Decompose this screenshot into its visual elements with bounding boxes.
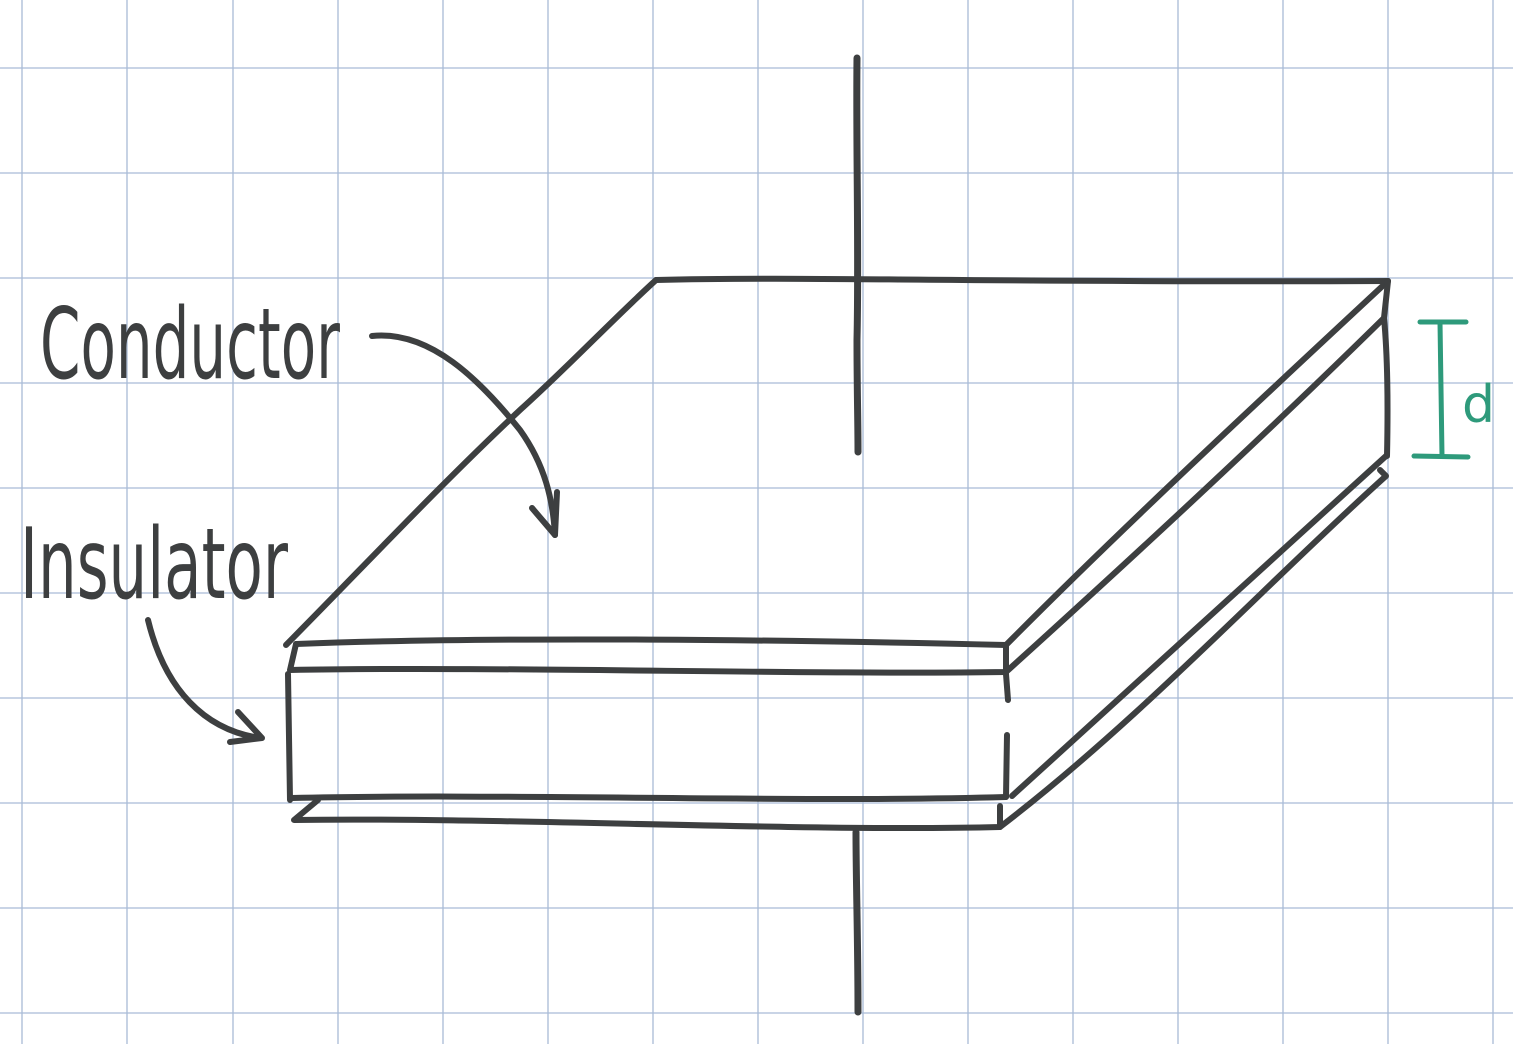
top-plate-back-edge xyxy=(653,275,1391,285)
insulator-arrow xyxy=(145,617,265,745)
separation-bracket xyxy=(1411,319,1471,460)
insulator-right-bottom xyxy=(1009,453,1389,799)
bottom-plate-front xyxy=(291,797,1003,832)
separation-label: d xyxy=(1462,375,1495,435)
insulator-left-edge xyxy=(285,671,293,803)
conductor-label: Conductor xyxy=(40,288,340,402)
conductor-arrow xyxy=(369,332,560,538)
conductor-arrow-head xyxy=(529,489,560,538)
top-plate-front-edge xyxy=(293,636,1009,648)
insulator-arrow-head xyxy=(227,709,265,745)
bottom-terminal-wire xyxy=(852,828,862,1016)
top-terminal-wire xyxy=(853,54,862,456)
insulator-label: Insulator xyxy=(20,508,288,622)
bottom-plate-right xyxy=(997,467,1389,830)
bottom-conductor-plate xyxy=(291,467,1389,832)
bracket-bottom xyxy=(1411,453,1471,460)
insulator-back-right xyxy=(1381,315,1391,459)
top-plate-left-edge xyxy=(283,277,659,648)
top-plate-right-edge xyxy=(1003,278,1391,648)
bracket-stem xyxy=(1437,319,1445,459)
insulator-front-bottom xyxy=(289,793,1009,802)
insulator-slab xyxy=(285,315,1391,803)
insulator-arrow-shaft xyxy=(145,617,263,741)
top-conductor-plate xyxy=(283,275,1391,676)
top-plate-front-side xyxy=(287,641,1009,676)
top-plate-right-side xyxy=(1003,278,1391,675)
conductor-arrow-shaft xyxy=(369,332,558,538)
insulator-front-right xyxy=(1003,671,1011,800)
